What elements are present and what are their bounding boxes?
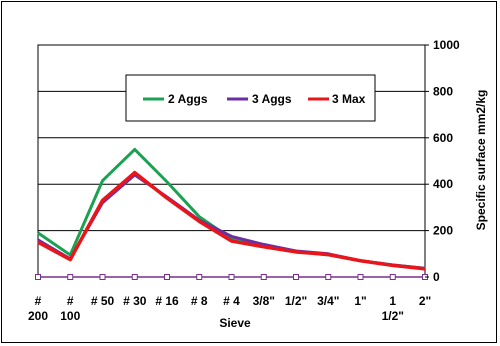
x-axis-ticks: #200 # 100 # 50 # 30 # 16 # 8 # 4 3/8" 1/2" 3/4" 1"… [28, 294, 431, 323]
x-tick-label-3: # 30 [123, 294, 147, 308]
y-tick-label-0: 0 [433, 270, 440, 284]
y-axis-title: Specific surface mm2/kg [474, 90, 488, 231]
baseline-point-8 [293, 274, 299, 280]
y-tick-label-200: 200 [433, 224, 453, 238]
x-tick-label-0: #200 [28, 294, 48, 323]
x-tick-label-9: 3/4" [317, 294, 339, 308]
baseline-point-7 [260, 274, 267, 280]
x-tick-label-12: 2" [419, 294, 431, 308]
y-tick-label-600: 600 [433, 131, 453, 145]
baseline-point-9 [325, 274, 332, 280]
y-tick-label-1000: 1000 [433, 38, 460, 52]
baseline-point-6 [228, 274, 235, 280]
baseline-series [35, 274, 428, 280]
x-tick-label-4: # 16 [155, 294, 179, 308]
series-lines [37, 147, 426, 271]
legend-box [125, 74, 376, 122]
x-tick-label-6: # 4 [223, 294, 240, 308]
y-tick-label-400: 400 [433, 177, 453, 191]
x-tick-label-1: #100 [60, 294, 80, 323]
baseline-point-11 [389, 274, 396, 280]
x-tick-label-7: 3/8" [253, 294, 275, 308]
y-axis-ticks: 0 200 400 600 800 1000 [425, 38, 460, 284]
legend-label-2: 3 Max [332, 92, 366, 106]
baseline-point-1 [67, 274, 74, 280]
legend: 2 Aggs 3 Aggs 3 Max [125, 74, 376, 122]
baseline-point-2 [99, 274, 106, 280]
baseline-point-10 [357, 274, 364, 280]
baseline-point-3 [131, 274, 138, 280]
baseline-point-4 [164, 274, 170, 280]
series-line-2 [37, 170, 426, 271]
legend-label-0: 2 Aggs [168, 92, 208, 106]
baseline-point-5 [196, 274, 203, 280]
baseline-point-0 [35, 274, 41, 280]
x-tick-label-10: 1" [354, 294, 366, 308]
y-tick-label-800: 800 [433, 84, 453, 98]
x-tick-label-11: 1 1/2" [382, 294, 404, 323]
x-axis-title: Sieve [219, 316, 251, 330]
legend-label-1: 3 Aggs [252, 92, 292, 106]
x-tick-label-2: # 50 [91, 294, 115, 308]
x-tick-label-5: # 8 [191, 294, 208, 308]
x-tick-label-8: 1/2" [285, 294, 307, 308]
